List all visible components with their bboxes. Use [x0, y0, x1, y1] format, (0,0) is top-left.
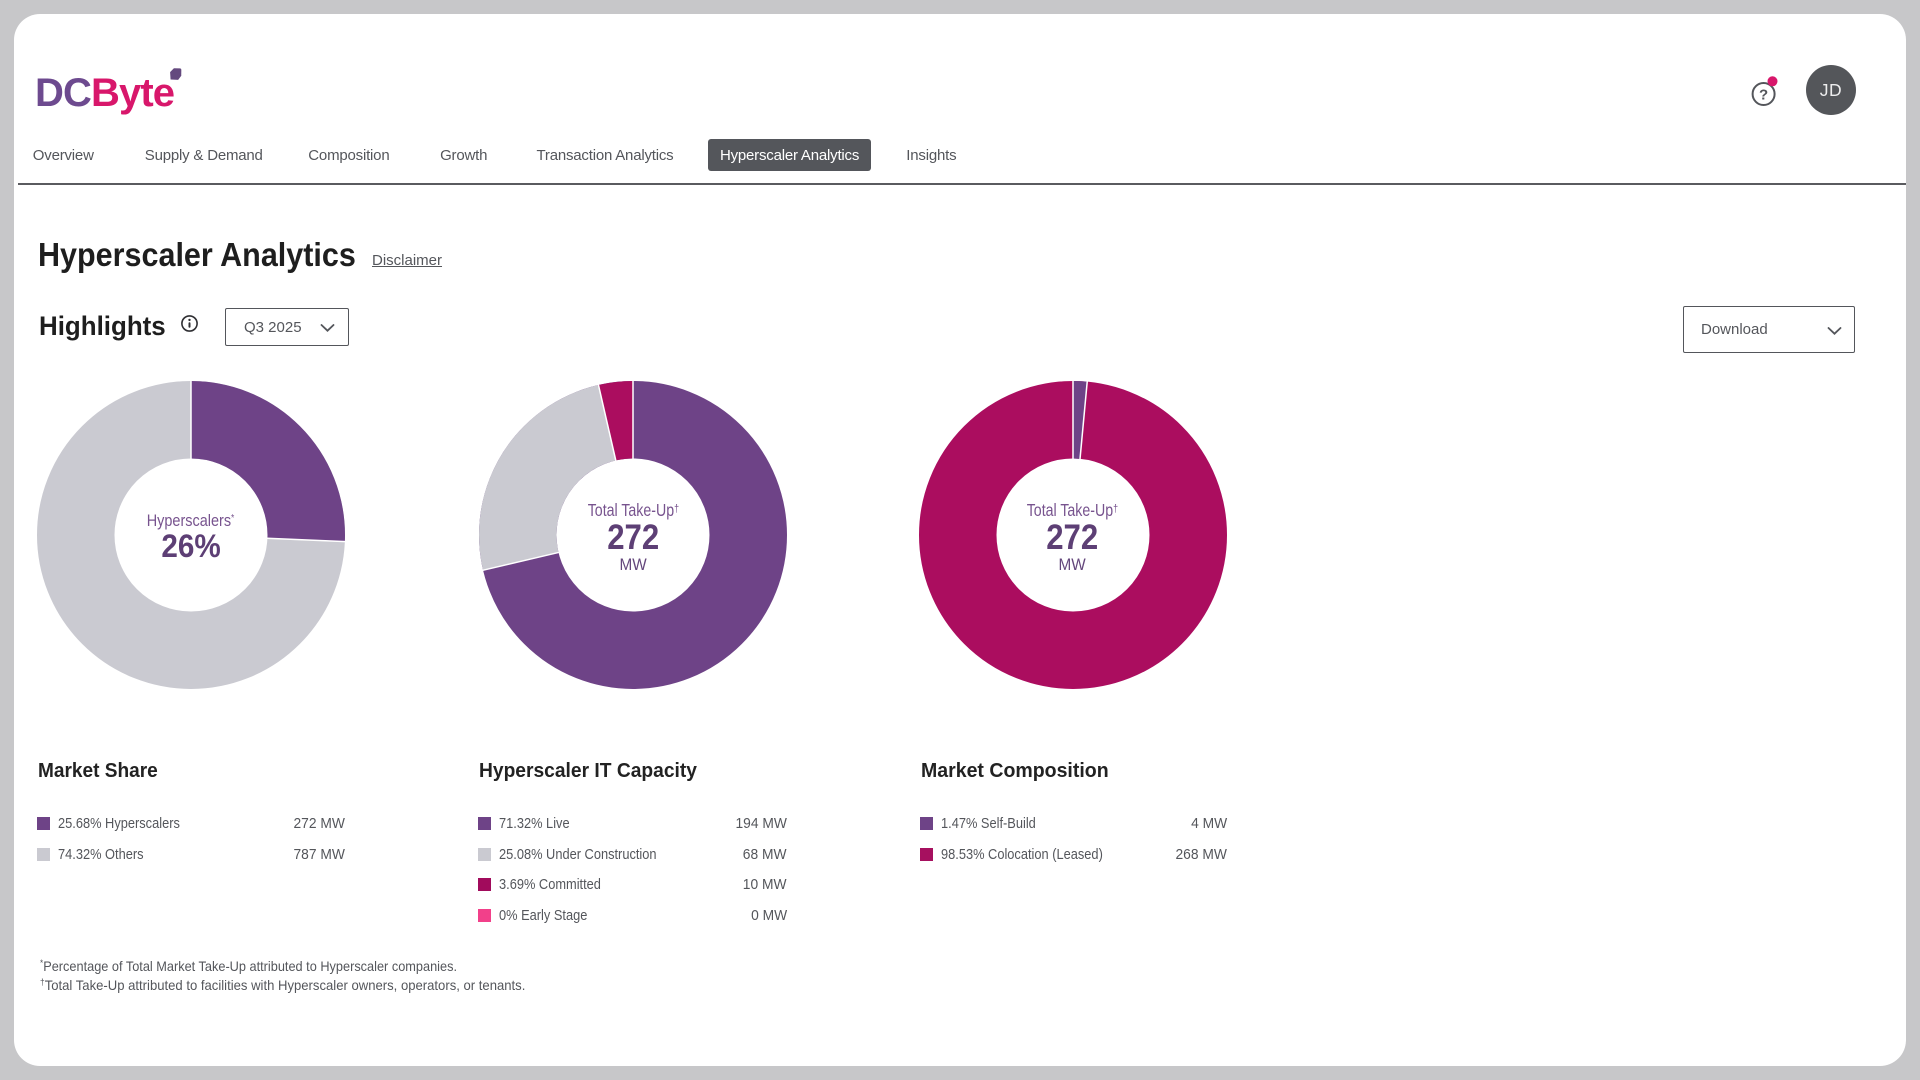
svg-text:?: ?	[1759, 87, 1768, 104]
